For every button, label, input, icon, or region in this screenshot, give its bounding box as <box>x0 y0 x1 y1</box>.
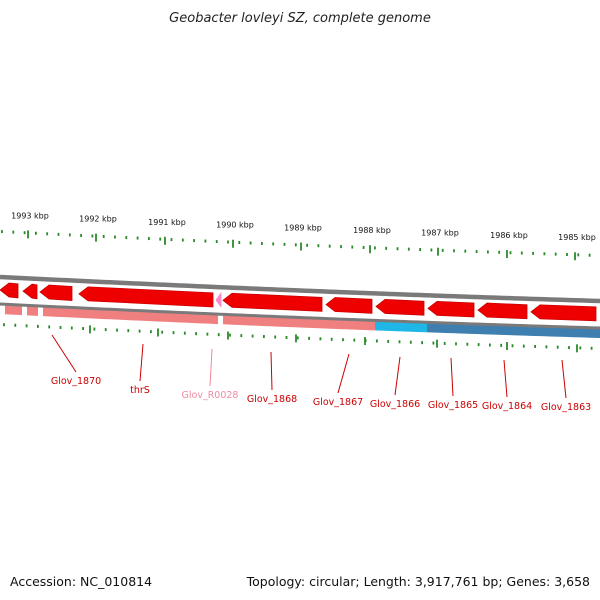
gene-leader-line <box>139 343 144 382</box>
genome-backbone <box>0 274 600 330</box>
inner-track-gap <box>22 302 27 319</box>
gene-arrow <box>78 286 214 308</box>
map-title: Geobacter lovleyi SZ, complete genome <box>169 11 431 26</box>
gene-label: thrS <box>130 385 150 396</box>
gene-label: Glov_1868 <box>247 394 297 405</box>
inner-track-gap <box>38 302 43 319</box>
gene-label: Glov_1865 <box>428 400 478 411</box>
gene-arrow <box>215 291 222 308</box>
genome-summary-text: Topology: circular; Length: 3,917,761 bp… <box>246 574 590 589</box>
scale-label: 1985 kbp <box>558 233 596 242</box>
gene-arrow <box>530 304 597 322</box>
gene-labels: Glov_1870 thrS Glov_R0028 Glov_1868 Glov_186… <box>51 334 591 413</box>
gene-label: Glov_1863 <box>541 402 591 413</box>
gene-arrow <box>427 300 475 318</box>
gene-label: Glov_1867 <box>313 397 363 408</box>
inner-track-gap <box>218 311 223 328</box>
inner-backbone <box>0 302 600 330</box>
scale-label: 1988 kbp <box>353 226 391 235</box>
scale-ticks <box>1 230 593 353</box>
gene-arrow <box>222 292 323 312</box>
gene-arrow <box>39 284 73 301</box>
scale-label: 1989 kbp <box>284 224 322 233</box>
gene-label: Glov_R0028 <box>182 390 239 401</box>
scale-label: 1993 kbp <box>11 211 49 220</box>
accession-text: Accession: NC_010814 <box>10 574 152 589</box>
gene-leader-line <box>209 348 213 387</box>
scale-label: 1987 kbp <box>421 229 459 238</box>
gene-arrow <box>325 297 373 314</box>
gene-label: Glov_1864 <box>482 401 532 412</box>
gene-label: Glov_1866 <box>370 399 420 410</box>
gene-arrow <box>477 302 528 320</box>
gene-arrow <box>375 299 425 316</box>
gene-label: Glov_1870 <box>51 376 101 387</box>
scale-label: 1990 kbp <box>216 221 254 230</box>
gene-leader-line <box>270 351 273 391</box>
gene-leader-line <box>51 334 77 373</box>
outer-backbone <box>0 274 600 304</box>
gene-leader-line <box>450 357 454 397</box>
scale-label: 1986 kbp <box>490 231 528 240</box>
feature-track <box>0 282 597 322</box>
gene-arrow <box>0 282 19 299</box>
gene-arrow <box>22 283 38 300</box>
gene-leader-line <box>394 356 401 396</box>
inner-track-segment <box>0 304 375 331</box>
inner-track <box>0 301 600 338</box>
scale-labels: 1993 kbp 1992 kbp 1991 kbp 1990 kbp 1989 kbp… <box>11 211 596 242</box>
inner-track-segment <box>375 320 427 333</box>
scale-label: 1991 kbp <box>148 218 186 227</box>
gene-leader-line <box>561 359 567 399</box>
inner-track-segment <box>427 322 600 338</box>
scale-label: 1992 kbp <box>79 215 117 224</box>
inner-track-gap <box>0 301 5 317</box>
gene-leader-line <box>503 359 508 398</box>
gene-leader-line <box>337 353 350 394</box>
